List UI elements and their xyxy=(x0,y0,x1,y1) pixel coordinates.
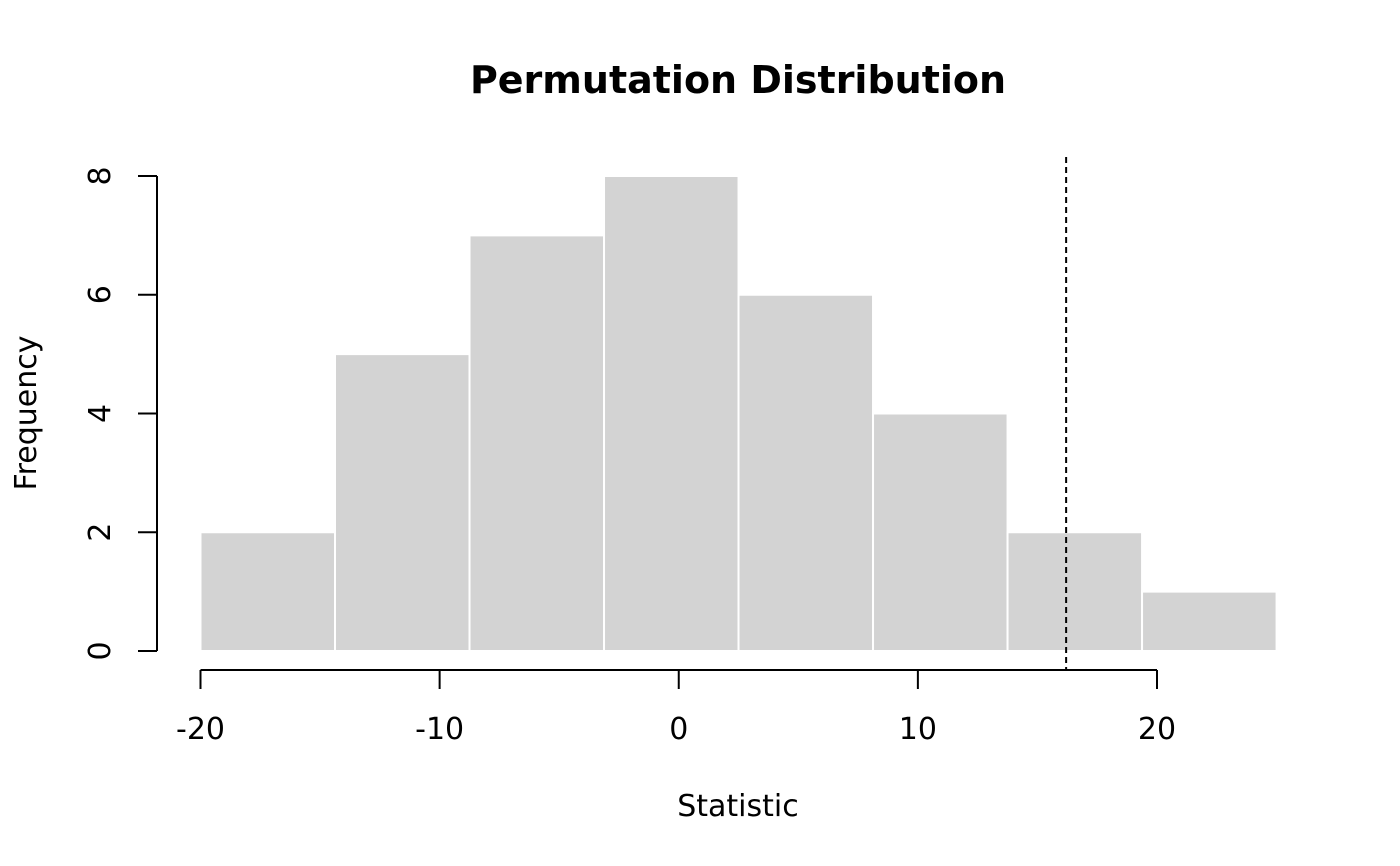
x-axis: -20 -10 0 10 20 xyxy=(176,669,1176,747)
histogram-bar xyxy=(468,234,606,652)
histogram-bar xyxy=(872,412,1009,652)
x-tick-label: 0 xyxy=(669,712,688,747)
y-axis: 0 2 4 6 8 xyxy=(83,166,158,661)
y-tick-label: 8 xyxy=(83,166,118,185)
y-tick-label: 2 xyxy=(83,523,118,542)
histogram-bar xyxy=(737,293,875,652)
y-tick-label: 0 xyxy=(83,641,118,660)
x-tick-label: -10 xyxy=(415,712,464,747)
histogram-bar xyxy=(1006,531,1144,652)
x-tick-label: -20 xyxy=(176,712,225,747)
x-tick-label: 20 xyxy=(1138,712,1176,747)
histogram-bar xyxy=(334,353,471,652)
histogram-bar xyxy=(199,531,337,652)
bars-group xyxy=(199,175,1278,652)
chart-title: Permutation Distribution xyxy=(470,58,1006,102)
y-tick-label: 4 xyxy=(83,404,118,423)
y-tick-label: 6 xyxy=(83,285,118,304)
y-axis-label: Frequency xyxy=(9,336,44,491)
x-axis-label: Statistic xyxy=(677,789,799,824)
x-tick-label: 10 xyxy=(899,712,937,747)
histogram-bar xyxy=(603,175,740,652)
histogram-bar xyxy=(1141,590,1278,652)
